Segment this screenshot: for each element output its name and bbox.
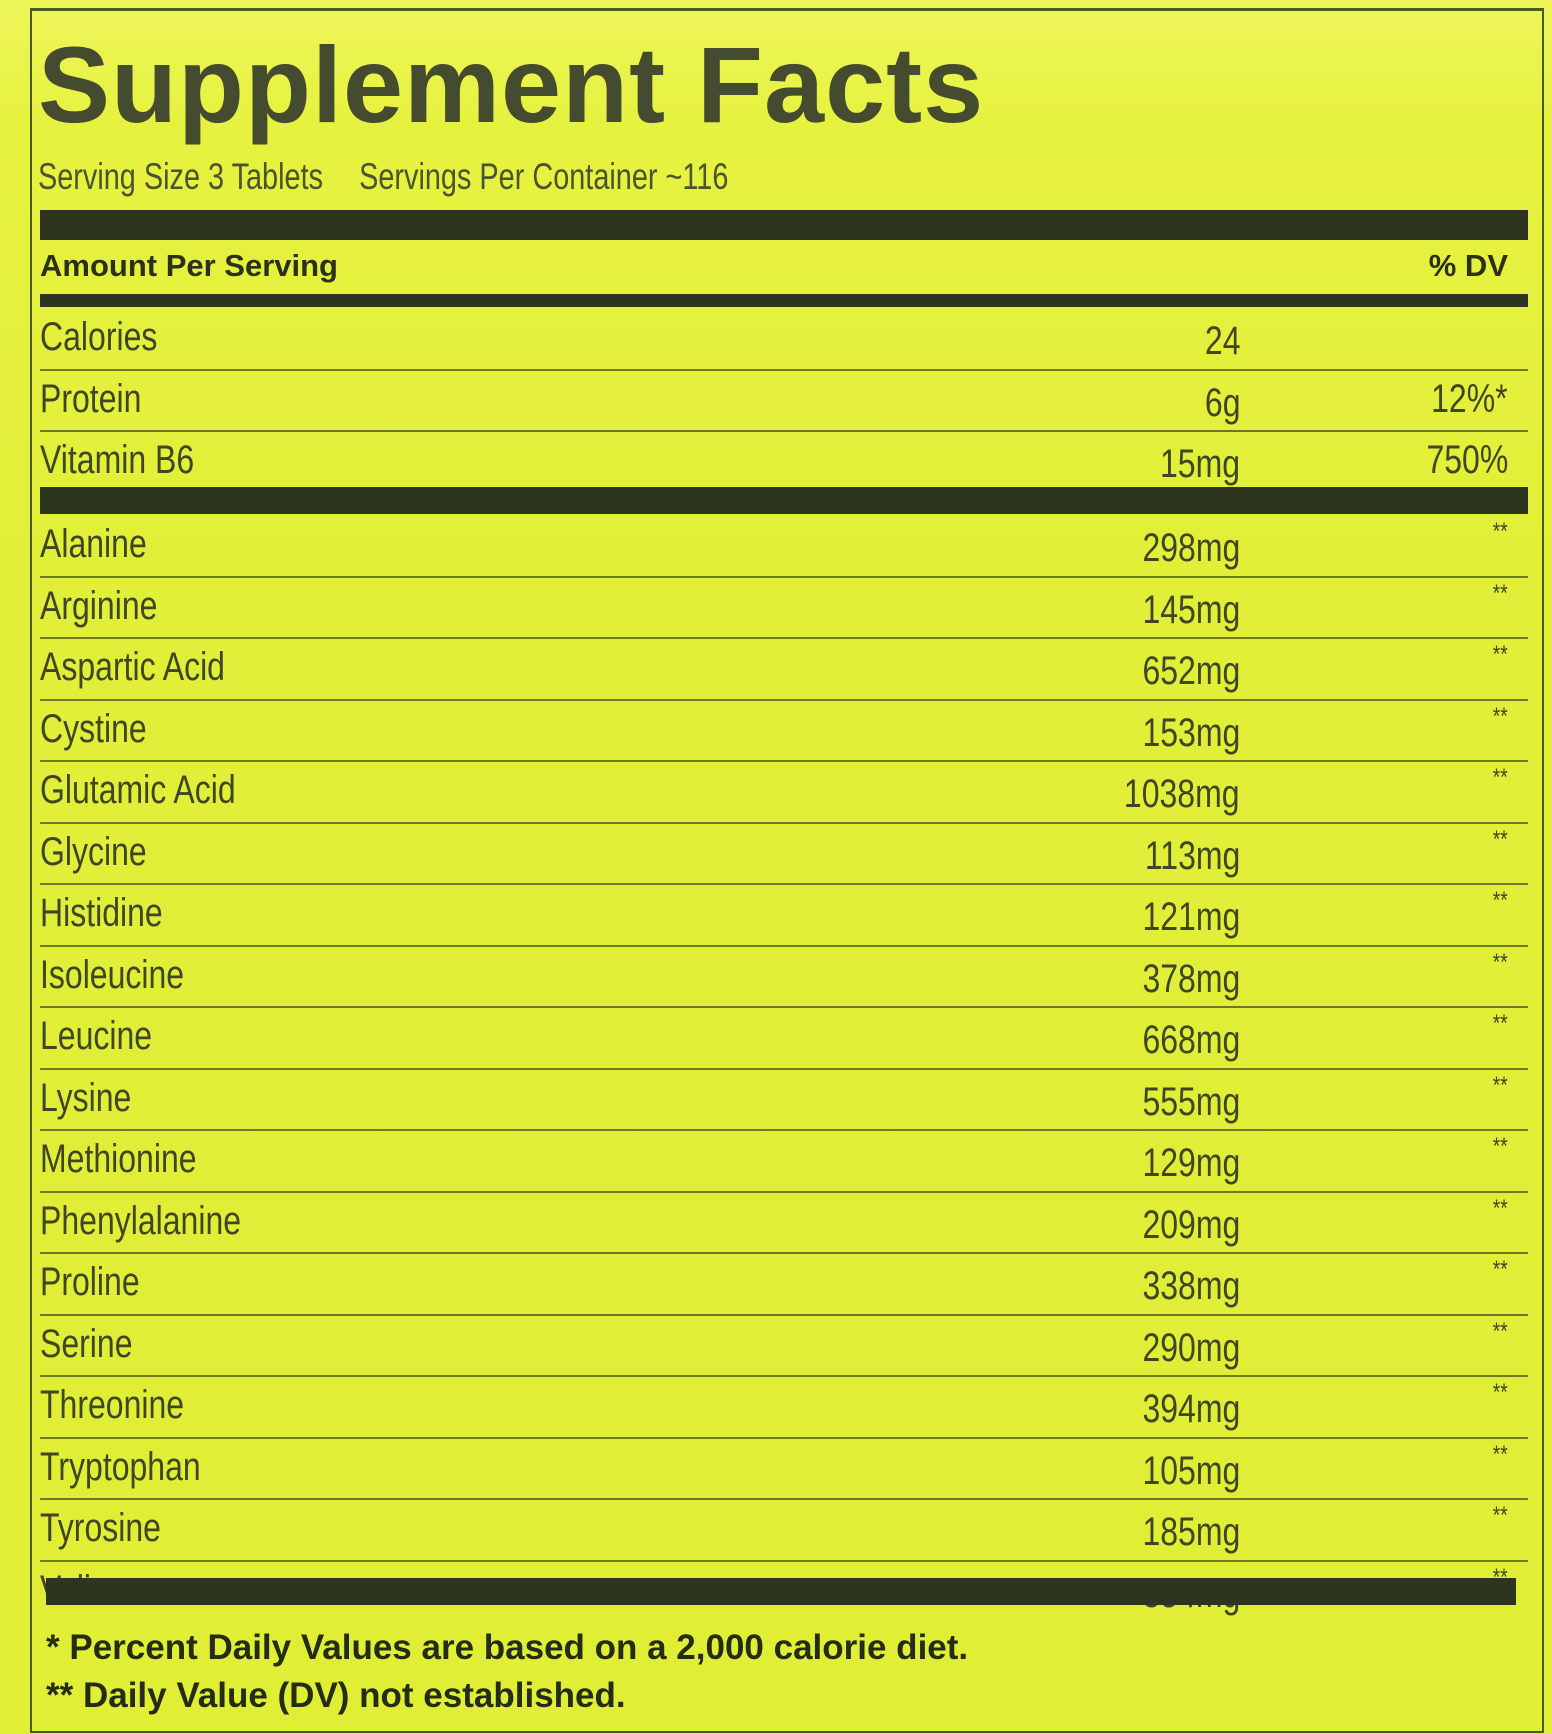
medium-divider [40, 294, 1528, 307]
nutrient-amount: 185mg [1142, 1510, 1240, 1554]
serving-size: Serving Size 3 Tablets [38, 156, 324, 197]
nutrient-amount: 153mg [1142, 710, 1240, 755]
nutrient-dv: ** [1493, 1071, 1508, 1099]
nutrient-name: Threonine [40, 1383, 185, 1427]
nutrient-dv: ** [1493, 1440, 1508, 1468]
nutrient-amount: 378mg [1142, 956, 1240, 1001]
table-row: Protein 6g 12%* [40, 371, 1528, 432]
amino-acid-rows: Alanine 298mg ** Arginine 145mg ** Aspartic Ac… [40, 516, 1528, 1621]
nutrient-name: Glycine [40, 829, 147, 874]
table-row: Serine 290mg ** [40, 1316, 1528, 1377]
nutrient-amount: 1038mg [1124, 772, 1240, 816]
label-title: Supplement Facts [38, 24, 985, 145]
nutrient-dv: ** [1493, 1379, 1508, 1406]
nutrient-name: Glutamic Acid [40, 768, 236, 812]
table-row: Arginine 145mg ** [40, 578, 1528, 639]
nutrient-name: Tyrosine [40, 1506, 161, 1550]
nutrient-amount: 15mg [1159, 442, 1240, 486]
nutrient-name: Tryptophan [40, 1444, 201, 1489]
nutrient-amount: 209mg [1142, 1202, 1240, 1247]
table-header: Amount Per Serving % DV [40, 248, 1508, 284]
nutrient-amount: 290mg [1142, 1325, 1240, 1370]
table-row: Lysine 555mg ** [40, 1070, 1528, 1131]
table-row: Histidine 121mg ** [40, 885, 1528, 947]
nutrient-dv: ** [1493, 1256, 1508, 1283]
table-row: Leucine 668mg ** [40, 1008, 1528, 1070]
table-row: Vitamin B6 15mg 750% [40, 432, 1528, 492]
nutrient-amount: 555mg [1142, 1079, 1240, 1124]
nutrient-name: Cystine [40, 706, 147, 751]
amount-per-serving-label: Amount Per Serving [40, 248, 338, 283]
nutrient-amount: 298mg [1142, 526, 1240, 570]
nutrient-dv: ** [1493, 1133, 1508, 1160]
label-border [30, 8, 1544, 1733]
table-row: Cystine 153mg ** [40, 701, 1528, 762]
table-row: Glycine 113mg ** [40, 824, 1528, 885]
dv-label: % DV [1428, 248, 1508, 283]
nutrient-name: Arginine [40, 583, 158, 628]
nutrient-dv: ** [1493, 641, 1508, 668]
nutrient-name: Isoleucine [40, 952, 185, 997]
nutrient-dv: ** [1493, 887, 1508, 914]
table-row: Threonine 394mg ** [40, 1377, 1528, 1439]
nutrient-dv: ** [1493, 518, 1508, 545]
table-row: Isoleucine 378mg ** [40, 947, 1528, 1008]
nutrient-dv: ** [1493, 948, 1508, 976]
nutrient-amount: 394mg [1142, 1387, 1240, 1431]
table-row: Proline 338mg ** [40, 1254, 1528, 1316]
main-nutrient-rows: Calories 24 Protein 6g 12%* Vitamin B6 15mg 750… [40, 309, 1528, 492]
nutrient-dv: ** [1493, 764, 1508, 791]
nutrient-dv: ** [1493, 1317, 1508, 1345]
nutrient-name: Proline [40, 1260, 140, 1304]
table-row: Tyrosine 185mg ** [40, 1500, 1528, 1562]
table-row: Phenylalanine 209mg ** [40, 1193, 1528, 1254]
thick-divider [46, 1578, 1516, 1605]
nutrient-name: Methionine [40, 1137, 197, 1181]
nutrient-name: Leucine [40, 1014, 153, 1058]
table-row: Calories 24 [40, 309, 1528, 371]
table-row: Tryptophan 105mg ** [40, 1439, 1528, 1500]
serving-info: Serving Size 3 Tablets Servings Per Cont… [38, 156, 756, 198]
nutrient-amount: 6g [1204, 380, 1240, 425]
nutrient-dv: ** [1493, 1194, 1508, 1222]
nutrient-amount: 113mg [1144, 833, 1240, 878]
table-row: Alanine 298mg ** [40, 516, 1528, 578]
table-row: Glutamic Acid 1038mg ** [40, 762, 1528, 824]
thick-divider [40, 210, 1528, 240]
nutrient-amount: 145mg [1142, 587, 1240, 632]
nutrient-amount: 121mg [1142, 895, 1240, 939]
nutrient-dv: ** [1493, 702, 1508, 730]
nutrient-dv: ** [1493, 825, 1508, 853]
table-row: Methionine 129mg ** [40, 1131, 1528, 1193]
nutrient-amount: 668mg [1142, 1018, 1240, 1062]
nutrient-amount: 24 [1204, 319, 1240, 363]
nutrient-amount: 129mg [1142, 1141, 1240, 1185]
nutrient-name: Serine [40, 1321, 133, 1366]
table-row: Aspartic Acid 652mg ** [40, 639, 1528, 701]
thick-divider [40, 487, 1528, 514]
nutrient-name: Phenylalanine [40, 1198, 242, 1243]
nutrient-name: Vitamin B6 [40, 438, 195, 482]
nutrient-dv: ** [1493, 579, 1508, 607]
nutrient-name: Alanine [40, 522, 147, 566]
nutrient-dv: 12%* [1431, 376, 1509, 421]
nutrient-amount: 652mg [1142, 649, 1240, 693]
nutrient-name: Aspartic Acid [40, 645, 225, 689]
nutrient-amount: 105mg [1142, 1448, 1240, 1493]
servings-per-container: Servings Per Container ~116 [359, 156, 729, 197]
nutrient-dv: 750% [1426, 438, 1508, 482]
nutrient-dv: ** [1493, 1010, 1508, 1037]
nutrient-dv: ** [1493, 1502, 1508, 1529]
nutrient-name: Protein [40, 376, 142, 421]
nutrient-name: Lysine [40, 1075, 132, 1120]
nutrient-name: Histidine [40, 891, 163, 935]
nutrient-name: Calories [40, 315, 158, 359]
footnote-dv-not-established: ** Daily Value (DV) not established. [46, 1676, 626, 1715]
footnote-percent-dv: * Percent Daily Values are based on a 2,… [46, 1628, 969, 1667]
nutrient-amount: 338mg [1142, 1264, 1240, 1308]
